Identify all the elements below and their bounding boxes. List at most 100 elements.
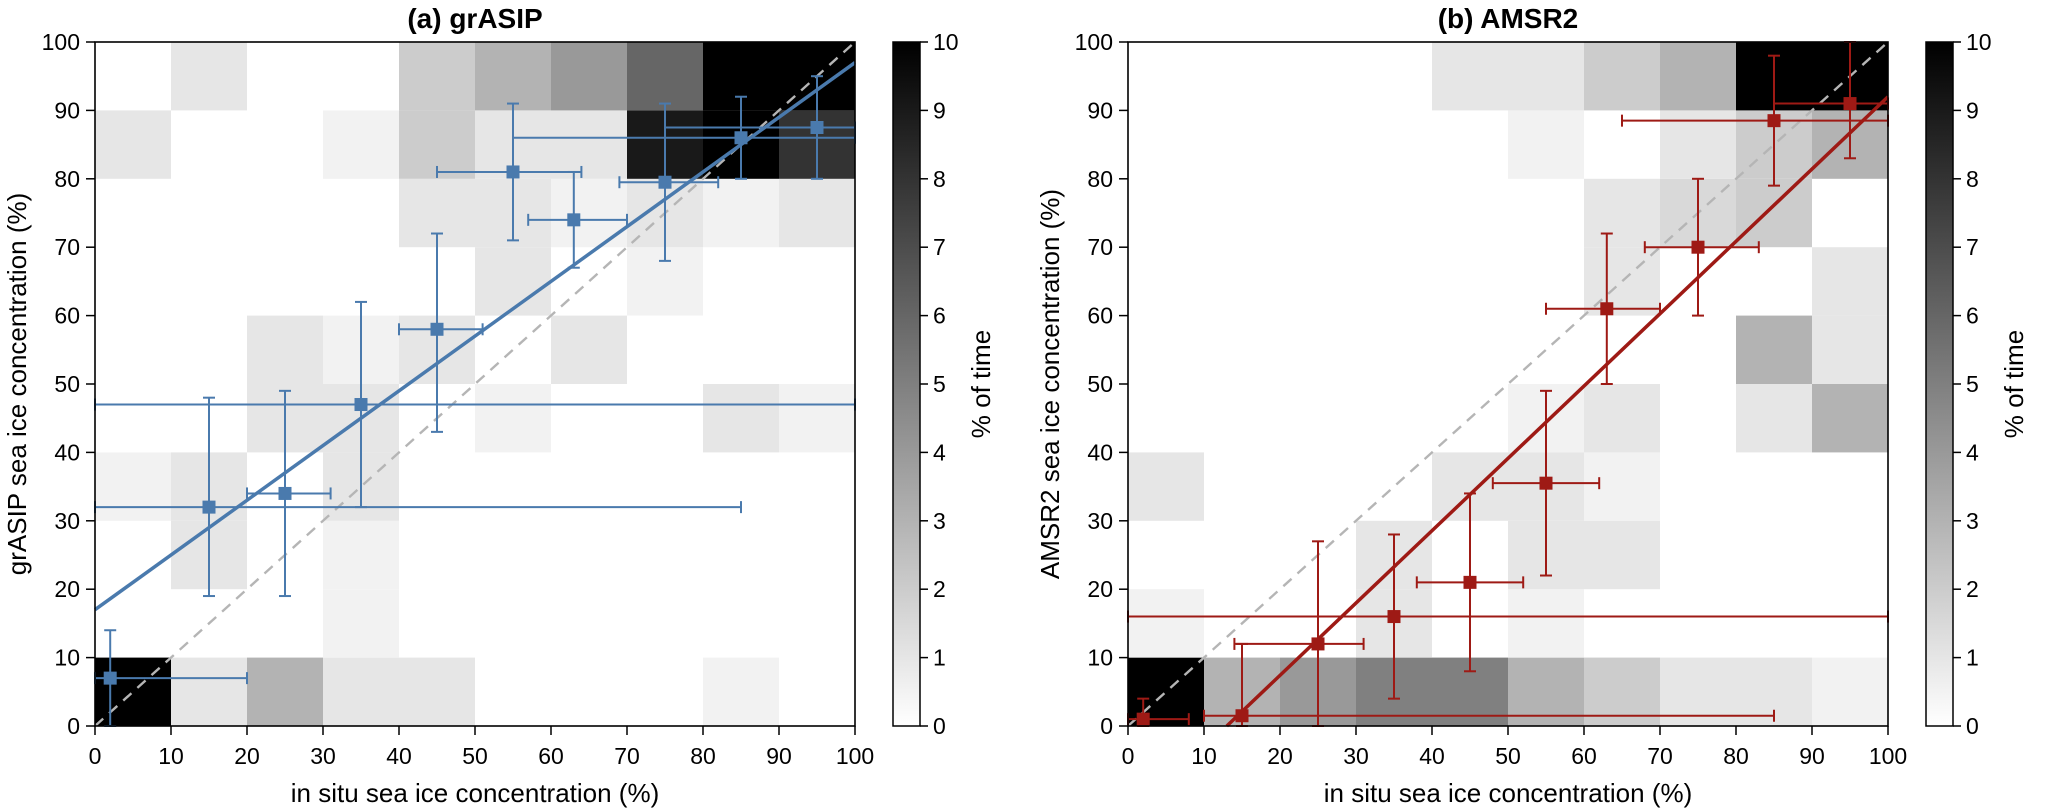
mean-marker [278, 486, 292, 500]
colorbar-tick-label: 7 [933, 234, 946, 260]
mean-marker [1691, 240, 1705, 254]
y-tick-label: 10 [1087, 645, 1113, 671]
colorbar-tick-label: 5 [933, 371, 946, 397]
mean-marker [810, 121, 824, 134]
colorbar-tick-label: 9 [933, 97, 946, 123]
x-tick-label: 80 [1723, 743, 1749, 769]
y-axis-label: AMSR2 sea ice concentration (%) [1035, 189, 1065, 579]
y-tick-label: 80 [1087, 166, 1113, 192]
heatmap-cell [1584, 657, 1660, 726]
colorbar-tick-label: 10 [1966, 29, 1992, 55]
colorbar-tick-label: 6 [1966, 303, 1979, 329]
y-tick-label: 80 [54, 166, 80, 192]
mean-marker [658, 175, 672, 189]
heatmap-cell [1812, 657, 1888, 726]
x-tick-label: 80 [690, 743, 716, 769]
mean-marker [567, 213, 581, 227]
heatmap-cell [247, 657, 323, 726]
panel-amsr2: 0 10 20 30 40 50 60 70 80 90 100 0 10 20 30 40 50 60 70 80 9… [1033, 0, 2066, 811]
regression-line [1225, 95, 1890, 728]
colorbar-tick-label: 0 [933, 713, 946, 739]
y-tick-label: 40 [1087, 439, 1113, 465]
colorbar-tick-label: 9 [1966, 97, 1979, 123]
colorbar-tick-label: 4 [933, 439, 946, 465]
heatmap-cell [1660, 657, 1736, 726]
y-tick-label: 90 [1087, 97, 1113, 123]
mean-marker [1235, 709, 1249, 723]
mean-marker [1767, 114, 1781, 128]
heatmap-cell [779, 384, 855, 453]
y-tick-label: 70 [1087, 234, 1113, 260]
grasip-chart: 0 10 20 30 40 50 60 70 80 90 100010203040506070809… [2, 3, 996, 808]
y-tick-label: 30 [54, 508, 80, 534]
colorbar-tick-label: 3 [1966, 508, 1979, 534]
heatmap-cell [1736, 315, 1812, 384]
y-tick-label: 90 [54, 97, 80, 123]
heatmap-cell [323, 520, 399, 590]
heatmap-cell [95, 110, 171, 179]
y-tick-label: 0 [1100, 713, 1113, 739]
mean-marker [506, 165, 520, 179]
heatmap-cell [1660, 110, 1736, 179]
heatmap-cell [1584, 452, 1660, 521]
heatmap-cell [551, 110, 627, 179]
x-tick-label: 0 [1122, 743, 1135, 769]
heatmap-cell [1660, 42, 1736, 111]
colorbar-tick-label: 8 [933, 166, 946, 192]
heatmap-cell [475, 42, 551, 111]
heatmap-cell [1128, 589, 1204, 658]
mean-marker [1311, 637, 1325, 651]
x-tick-label: 70 [614, 743, 640, 769]
y-tick-label: 10 [54, 645, 80, 671]
x-tick-label: 60 [538, 743, 564, 769]
heatmap-cell [247, 315, 323, 384]
x-tick-label: 30 [1343, 743, 1369, 769]
heatmap-cell [1584, 42, 1660, 111]
heatmap-cell [1508, 110, 1584, 179]
amsr2-chart: 0 10 20 30 40 50 60 70 80 90 100010203040506070809… [1035, 3, 2029, 808]
heatmap-cell [399, 42, 475, 111]
colorbar-tick-label: 0 [1966, 713, 1979, 739]
mean-marker [1600, 302, 1614, 316]
heatmap-cell [323, 657, 399, 726]
x-tick-label: 20 [234, 743, 260, 769]
x-tick-label: 10 [158, 743, 184, 769]
heatmap-cell [1812, 315, 1888, 384]
colorbar-label: % of time [966, 330, 996, 438]
x-tick-label: 90 [1799, 743, 1825, 769]
heatmap-cell [1584, 384, 1660, 453]
heatmap-cell [475, 247, 551, 316]
heatmap-cell [171, 657, 247, 726]
heatmap-cell [627, 42, 703, 111]
mean-marker [1463, 575, 1477, 589]
heatmap-cell [703, 384, 779, 453]
x-tick-label: 40 [1419, 743, 1445, 769]
colorbar-tick-label: 5 [1966, 371, 1979, 397]
colorbar-tick-label: 3 [933, 508, 946, 534]
colorbar-tick-label: 1 [933, 645, 946, 671]
y-tick-label: 20 [1087, 576, 1113, 602]
heatmap-cell [323, 110, 399, 179]
y-tick-label: 60 [1087, 303, 1113, 329]
heatmap-cell [703, 178, 779, 248]
x-axis-label: in situ sea ice concentration (%) [291, 778, 660, 808]
heatmap-cell [1812, 247, 1888, 316]
heatmap-cell [1508, 657, 1584, 726]
colorbar-tick-label: 4 [1966, 439, 1979, 465]
y-tick-label: 50 [1087, 371, 1113, 397]
heatmap-cell [1736, 384, 1812, 453]
x-tick-label: 50 [462, 743, 488, 769]
heatmap-cell [323, 589, 399, 658]
x-tick-label: 50 [1495, 743, 1521, 769]
y-tick-label: 100 [1075, 29, 1113, 55]
heatmap-cell [171, 42, 247, 111]
x-tick-label: 0 [89, 743, 102, 769]
mean-marker [1387, 610, 1401, 624]
y-tick-label: 60 [54, 303, 80, 329]
y-tick-label: 100 [42, 29, 80, 55]
mean-marker [103, 671, 117, 685]
colorbar-label: % of time [1999, 330, 2029, 438]
x-tick-label: 40 [386, 743, 412, 769]
colorbar-tick-label: 1 [1966, 645, 1979, 671]
